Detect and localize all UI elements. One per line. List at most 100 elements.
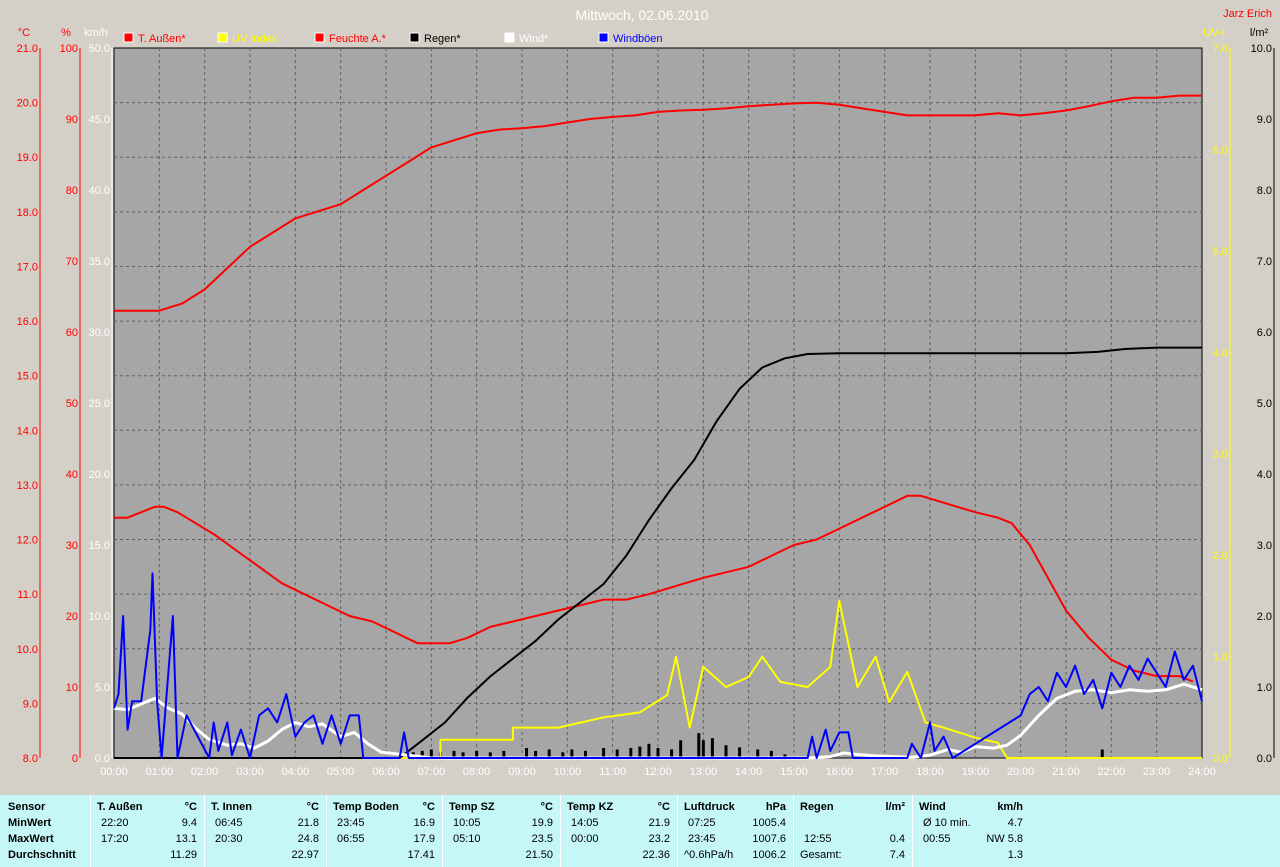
rain-bar <box>420 750 424 758</box>
y-tick-label-rain: 6.0 <box>1257 327 1272 339</box>
y-tick-label-wind: 15.0 <box>89 540 110 552</box>
y-tick-label-wind: 0.0 <box>95 753 110 765</box>
rain-bar <box>738 747 742 758</box>
stats-max-time: 06:55 <box>337 833 365 845</box>
y-tick-label-wind: 20.0 <box>89 469 110 481</box>
rain-bar <box>452 750 456 758</box>
stats-min-time: 10:05 <box>453 817 481 829</box>
y-tick-label-temp: 20.0 <box>17 98 38 110</box>
y-tick-label-wind: 40.0 <box>89 185 110 197</box>
stats-column-unit: °C <box>184 801 197 813</box>
y-tick-label-hum: 30 <box>66 540 78 552</box>
rain-bar <box>1100 749 1104 758</box>
stats-column-unit: °C <box>540 801 553 813</box>
stats-table: Sensor MinWert MaxWert Durchschnitt T. Außen… <box>0 795 1280 867</box>
stats-avg-value: 22.36 <box>642 849 670 861</box>
series-lines <box>113 94 1203 760</box>
y-tick-label-temp: 16.0 <box>17 316 38 328</box>
stats-max-time: 00:00 <box>571 833 599 845</box>
rain-bar <box>429 749 433 758</box>
x-tick-label: 17:00 <box>871 766 899 778</box>
y-tick-label-wind: 30.0 <box>89 327 110 339</box>
x-tick-label: 20:00 <box>1007 766 1035 778</box>
stats-min-time: 07:25 <box>688 817 716 829</box>
stats-max-time: 05:10 <box>453 833 481 845</box>
y-tick-label-temp: 19.0 <box>17 152 38 164</box>
rain-bar <box>697 733 701 758</box>
y-tick-label-rain: 10.0 <box>1251 43 1272 55</box>
x-tick-label: 06:00 <box>372 766 400 778</box>
y-tick-label-uv: 6.0 <box>1213 144 1228 156</box>
rain-bar <box>502 750 506 758</box>
y-tick-label-hum: 50 <box>66 398 78 410</box>
y-tick-label-wind: 5.0 <box>95 682 110 694</box>
rain-bar <box>638 746 642 758</box>
y-tick-label-rain: 5.0 <box>1257 398 1272 410</box>
stats-min-time: 06:45 <box>215 817 243 829</box>
x-tick-label: 02:00 <box>191 766 219 778</box>
y-tick-label-uv: 5.0 <box>1213 246 1228 258</box>
y-tick-label-temp: 21.0 <box>17 43 38 55</box>
stats-avg-label: ^0.6hPa/h <box>684 849 734 861</box>
x-tick-label: 12:00 <box>644 766 672 778</box>
y-tick-label-hum: 70 <box>66 256 78 268</box>
x-tick-label: 18:00 <box>916 766 944 778</box>
grid <box>114 48 1202 758</box>
stats-max-time: 00:55 <box>923 833 951 845</box>
series-line-2 <box>114 94 1202 312</box>
author-label: Jarz Erich <box>1223 8 1272 20</box>
x-tick-label: 09:00 <box>508 766 536 778</box>
x-tick-label: 23:00 <box>1143 766 1171 778</box>
x-tick-label: 05:00 <box>327 766 355 778</box>
y-tick-label-temp: 15.0 <box>17 371 38 383</box>
stats-min-value: 19.9 <box>531 817 553 829</box>
rain-bar <box>724 745 728 758</box>
rain-bar <box>615 749 619 758</box>
legend-label: Windböen <box>613 33 663 45</box>
y-tick-label-rain: 3.0 <box>1257 540 1272 552</box>
stats-column-unit: l/m² <box>885 801 905 813</box>
stats-min-time: 22:20 <box>101 817 129 829</box>
stats-column: Temp SZ °C 10:05 19.9 05:10 23.5 21.50 <box>442 795 561 867</box>
stats-max-value: 23.2 <box>648 833 670 845</box>
x-tick-label: 04:00 <box>282 766 310 778</box>
x-tick-label: 07:00 <box>418 766 446 778</box>
x-tick-label: 14:00 <box>735 766 763 778</box>
x-tick-label: 13:00 <box>690 766 718 778</box>
stats-min-value: 21.9 <box>648 817 670 829</box>
rain-bar <box>656 748 660 758</box>
stats-max-value: 1007.6 <box>752 833 786 845</box>
stats-row-label: MinWert <box>8 817 52 829</box>
y-tick-label-hum: 90 <box>66 114 78 126</box>
y-tick-label-uv: 3.0 <box>1213 449 1228 461</box>
series-line-1 <box>114 599 1202 759</box>
stats-avg-value: 1.3 <box>1007 849 1023 861</box>
y-tick-label-rain: 7.0 <box>1257 256 1272 268</box>
stats-avg-value: 21.50 <box>525 849 553 861</box>
x-tick-label: 15:00 <box>780 766 808 778</box>
stats-column: Wind km/h Ø 10 min. 4.7 00:55 NW 5.8 1.3 <box>912 795 1031 867</box>
stats-max-time: 17:20 <box>101 833 129 845</box>
stats-column: T. Innen °C 06:45 21.8 20:30 24.8 22.97 <box>204 795 327 867</box>
stats-column: Luftdruck hPa 07:25 1005.4 23:45 1007.6 ^0.6hP… <box>677 795 794 867</box>
stats-min-value: 1005.4 <box>752 817 786 829</box>
series-line-5 <box>113 572 1203 759</box>
rain-bar <box>783 754 787 758</box>
y-tick-label-temp: 9.0 <box>23 698 38 710</box>
x-tick-label: 08:00 <box>463 766 491 778</box>
legend-label: UV Index <box>232 33 278 45</box>
stats-min-value: 4.7 <box>1007 817 1023 829</box>
stats-column-name: Wind <box>919 801 946 813</box>
legend-swatch <box>217 32 228 43</box>
stats-column: Temp KZ °C 14:05 21.9 00:00 23.2 22.36 <box>560 795 678 867</box>
stats-column-unit: hPa <box>765 801 786 813</box>
rain-bar <box>570 749 574 758</box>
axes: 00:00 01:00 02:00 03:00 04:00 05:00 06:00 07:00… <box>17 27 1275 778</box>
stats-column: Temp Boden °C 23:45 16.9 06:55 17.9 17.41 <box>326 795 443 867</box>
stats-column-unit: km/h <box>997 801 1023 813</box>
x-tick-label: 19:00 <box>962 766 990 778</box>
legend-label: Regen* <box>424 33 461 45</box>
stats-row-label: Sensor <box>8 801 46 813</box>
legend-label: T. Außen* <box>138 33 186 45</box>
x-tick-label: 21:00 <box>1052 766 1080 778</box>
